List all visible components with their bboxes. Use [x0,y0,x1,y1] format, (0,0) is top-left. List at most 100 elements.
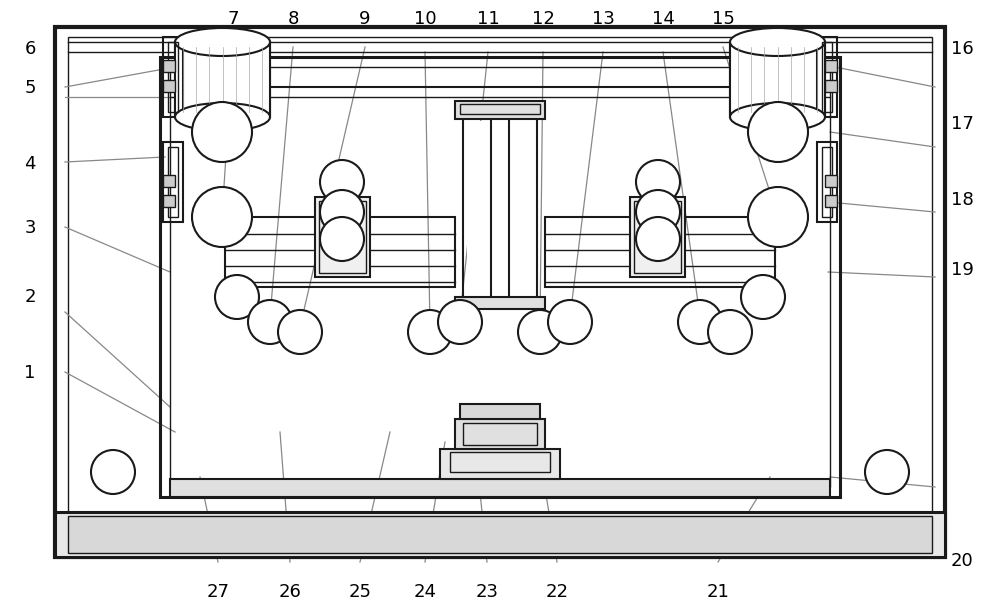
Bar [822,147,832,217]
Circle shape [548,300,592,344]
Circle shape [665,227,675,237]
Bar [163,142,183,222]
Text: 15: 15 [712,10,734,29]
Circle shape [325,210,335,220]
Text: 10: 10 [414,10,436,29]
Bar [175,42,270,117]
Circle shape [865,450,909,494]
Text: 2: 2 [24,288,36,307]
Circle shape [636,160,680,204]
Text: 4: 4 [24,155,36,173]
Circle shape [708,310,752,354]
Circle shape [518,310,562,354]
Bar [825,195,837,207]
Bar [825,175,837,187]
Circle shape [215,275,259,319]
Bar [467,121,487,298]
Bar [168,42,178,112]
Bar [455,297,545,309]
Circle shape [678,300,722,344]
Text: 17: 17 [951,115,973,134]
Text: 5: 5 [24,79,36,97]
Circle shape [248,300,292,344]
Bar [822,42,832,112]
Bar [319,201,366,273]
Bar [163,37,183,117]
Bar [817,37,837,117]
Bar [463,117,491,302]
Bar [817,142,837,222]
Bar [163,195,175,207]
Circle shape [320,190,364,234]
Bar [825,60,837,72]
Bar [163,175,175,187]
Bar [630,197,685,277]
Text: 27: 27 [207,583,230,601]
Bar [55,27,945,557]
Bar [170,67,830,487]
Bar [225,217,455,287]
Circle shape [438,300,482,344]
Circle shape [748,102,808,162]
Circle shape [192,187,252,247]
Bar [825,80,837,92]
Circle shape [325,244,335,254]
Bar [160,57,840,497]
Circle shape [325,227,335,237]
Circle shape [665,210,675,220]
Text: 13: 13 [592,10,614,29]
Bar [55,512,945,557]
Bar [463,423,537,445]
Text: 1: 1 [24,364,36,382]
Bar [163,80,175,92]
Bar [509,117,537,302]
Bar [513,121,533,298]
Text: 23: 23 [476,583,498,601]
Circle shape [320,160,364,204]
Text: 11: 11 [477,10,499,29]
Bar [450,452,550,472]
Text: 26: 26 [279,583,301,601]
Text: 24: 24 [414,583,436,601]
Text: 9: 9 [359,10,371,29]
Bar [455,419,545,449]
Bar [315,197,370,277]
Text: 8: 8 [287,10,299,29]
Circle shape [665,244,675,254]
Circle shape [320,217,364,261]
Circle shape [408,310,452,354]
Text: 16: 16 [951,39,973,58]
Circle shape [741,275,785,319]
Circle shape [748,187,808,247]
Ellipse shape [730,103,825,131]
Bar [634,201,681,273]
Circle shape [192,102,252,162]
Text: 22: 22 [546,583,568,601]
Text: 7: 7 [227,10,239,29]
Bar [545,217,775,287]
Bar [440,449,560,479]
Text: 3: 3 [24,219,36,237]
Text: 12: 12 [532,10,554,29]
Circle shape [91,450,135,494]
Text: 25: 25 [349,583,372,601]
Circle shape [636,217,680,261]
Text: 19: 19 [951,261,973,279]
Ellipse shape [730,28,825,56]
Bar [460,104,540,114]
Bar [68,516,932,553]
Bar [168,147,178,217]
Bar [455,101,545,119]
Bar [460,404,540,419]
Circle shape [278,310,322,354]
Text: 6: 6 [24,39,36,58]
Text: 14: 14 [652,10,674,29]
Ellipse shape [175,28,270,56]
Text: 20: 20 [951,552,973,571]
Circle shape [636,190,680,234]
Text: 21: 21 [707,583,729,601]
Text: 18: 18 [951,191,973,209]
Bar [170,479,830,497]
Ellipse shape [175,103,270,131]
Bar [163,60,175,72]
